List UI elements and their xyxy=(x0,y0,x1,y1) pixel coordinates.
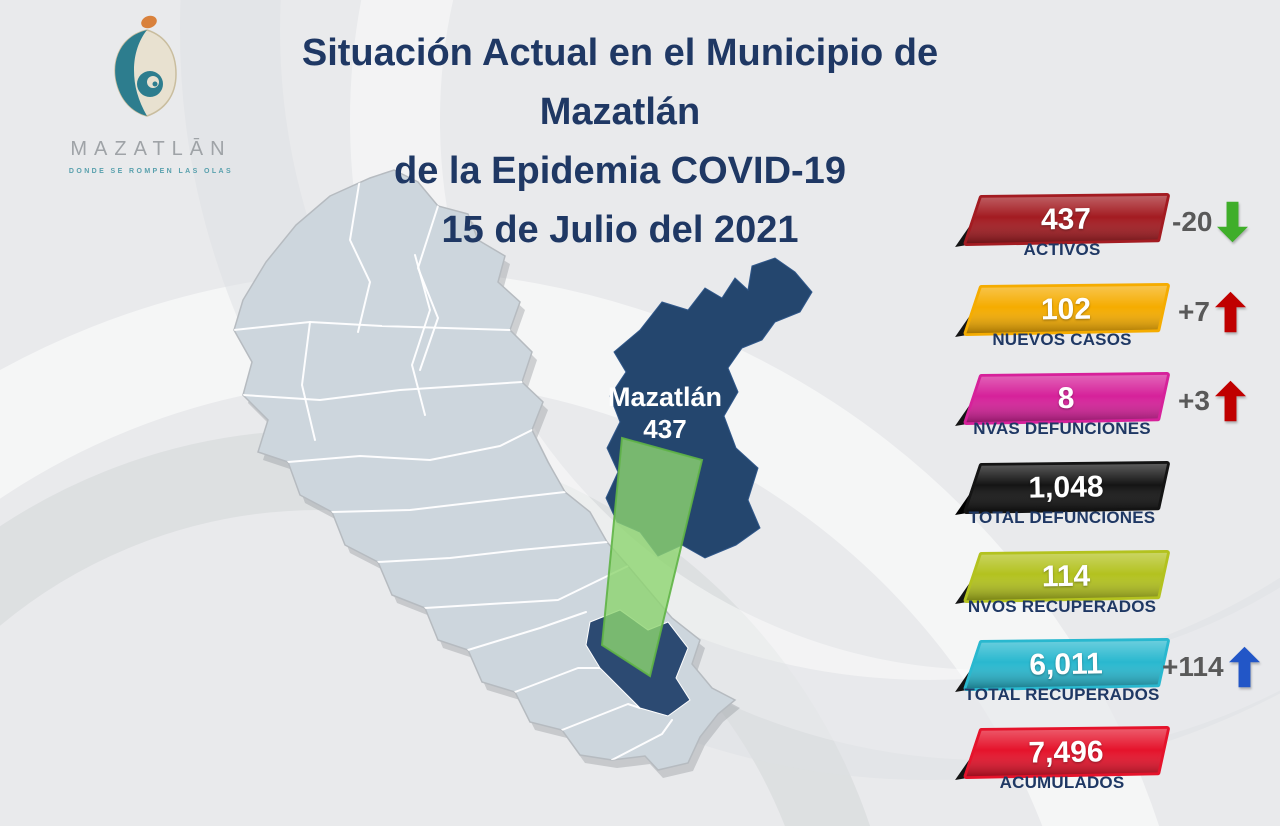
stat-value: 114 xyxy=(1041,559,1091,594)
shell-logo-icon xyxy=(114,15,177,117)
delta-value: +3 xyxy=(1178,385,1210,416)
brand-tagline: DONDE SE ROMPEN LAS OLAS xyxy=(68,168,234,175)
ribbon-shape xyxy=(955,193,1170,247)
up-arrow-icon xyxy=(1214,380,1246,422)
delta-value: -20 xyxy=(1172,206,1213,237)
stat-label: TOTAL RECUPERADOS xyxy=(964,685,1160,704)
stat-label: NUEVOS CASOS xyxy=(992,330,1132,349)
stat-value: 6,011 xyxy=(1028,647,1103,682)
stat-value: 437 xyxy=(1040,202,1092,237)
map-region-value: 437 xyxy=(643,414,686,444)
down-arrow-icon xyxy=(1217,201,1249,243)
stat-label: NVAS DEFUNCIONES xyxy=(973,419,1151,438)
stat-delta: +3 xyxy=(1178,375,1246,427)
stat-label: NVOS RECUPERADOS xyxy=(967,597,1157,616)
stat-value: 8 xyxy=(1057,381,1075,416)
stat-delta: +114 xyxy=(1162,641,1260,693)
up-arrow-icon xyxy=(1228,646,1260,688)
up-arrow-icon xyxy=(1214,291,1246,333)
title-line-2: de la Epidemia COVID-19 xyxy=(394,150,846,192)
title-line-1: Situación Actual en el Municipio de Maza… xyxy=(301,32,939,133)
title-line-3: 15 de Julio del 2021 xyxy=(441,209,799,251)
mazatlan-logo: MAZATLĀN DONDE SE ROMPEN LAS OLAS xyxy=(48,10,248,190)
stat-delta: +7 xyxy=(1178,286,1246,338)
stat-label: TOTAL DEFUNCIONES xyxy=(968,508,1156,527)
stat-delta: -20 xyxy=(1172,196,1249,248)
stat-label: ACUMULADOS xyxy=(999,773,1125,792)
stat-banner-activos: 437 xyxy=(953,193,1171,247)
page-title: Situación Actual en el Municipio de Maza… xyxy=(240,24,1000,260)
stat-label: ACTIVOS xyxy=(1023,240,1101,259)
stat-value: 1,048 xyxy=(1028,470,1104,505)
delta-value: +114 xyxy=(1162,651,1224,682)
map-region-label: Mazatlán xyxy=(608,382,722,412)
stat-value: 102 xyxy=(1040,292,1092,327)
brand-name: MAZATLĀN xyxy=(70,138,232,160)
stat-value: 7,496 xyxy=(1028,735,1104,770)
delta-value: +7 xyxy=(1178,296,1210,327)
